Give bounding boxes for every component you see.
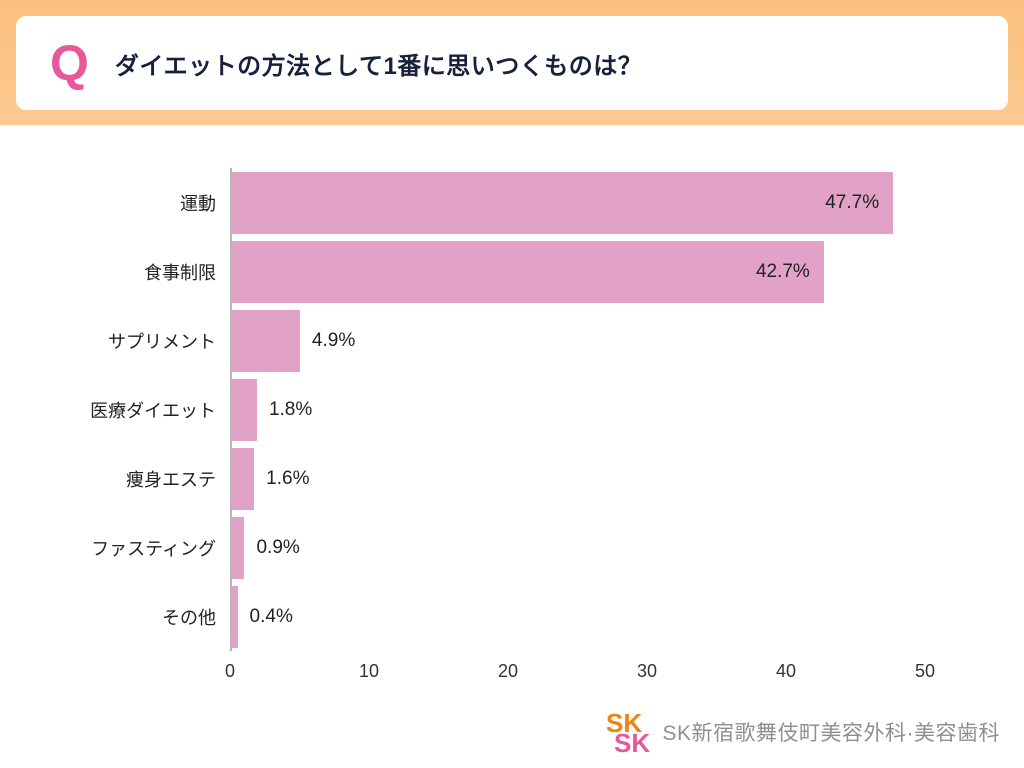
bar: 47.7%: [232, 171, 894, 234]
category-label: 運動: [180, 193, 216, 214]
bar-track: 42.7%: [230, 237, 925, 306]
bar: [232, 309, 300, 372]
svg-text:SK: SK: [614, 728, 650, 758]
chart-row: 痩身エステ 1.6%: [0, 444, 1024, 513]
x-tick-label: 30: [636, 661, 658, 681]
x-tick-label: 40: [775, 661, 797, 681]
question-title: ダイエットの方法として1番に思いつくものは？: [114, 52, 643, 80]
bar-track: 1.6%: [230, 444, 925, 513]
clinic-logo: SK SK SK新宿歌舞伎町美容外科·美容歯科: [604, 706, 1000, 758]
clinic-name: SK新宿歌舞伎町美容外科·美容歯科: [662, 722, 1000, 745]
sk-logo-icon: SK SK: [606, 708, 650, 758]
bar-track: 1.8%: [230, 375, 925, 444]
category-label: サプリメント: [108, 331, 216, 352]
value-label: 42.7%: [755, 260, 810, 282]
category-label: その他: [162, 607, 216, 628]
chart-row: 医療ダイエット 1.8%: [0, 375, 1024, 444]
x-tick-label: 20: [497, 661, 519, 681]
bar-track: 4.9%: [230, 306, 925, 375]
bar: [232, 585, 238, 648]
category-label: 医療ダイエット: [90, 400, 216, 421]
q-mark: Q: [50, 35, 89, 91]
chart-row: 運動 47.7%: [0, 168, 1024, 237]
chart-row: ファスティング 0.9%: [0, 513, 1024, 582]
bar: [232, 378, 257, 441]
value-label: 4.9%: [311, 329, 356, 351]
bar: [232, 447, 255, 510]
category-label: 食事制限: [144, 262, 216, 283]
chart-row: 食事制限 42.7%: [0, 237, 1024, 306]
x-tick-label: 50: [914, 661, 936, 681]
bar-track: 0.9%: [230, 513, 925, 582]
value-label: 0.4%: [249, 605, 293, 627]
question-header-card: Q ダイエットの方法として1番に思いつくものは？: [16, 16, 1008, 110]
svg-text:SK: SK: [606, 708, 642, 738]
category-label: ファスティング: [91, 538, 216, 559]
bar: [232, 516, 245, 579]
bar-track: 47.7%: [230, 168, 925, 237]
x-tick-label: 0: [224, 661, 236, 681]
x-axis: 0 10 20 30 40 50: [225, 651, 935, 685]
chart-row: サプリメント 4.9%: [0, 306, 1024, 375]
value-label: 1.8%: [268, 398, 313, 420]
bar-track: 0.4%: [230, 582, 925, 651]
value-label: 47.7%: [825, 191, 880, 213]
bar: 42.7%: [232, 240, 824, 303]
x-tick-label: 10: [358, 661, 380, 681]
chart-row: その他 0.4%: [0, 582, 1024, 651]
bar-chart: 運動 47.7% 食事制限 42.7% サプリメント 4.9% 医療ダイエット 1.8% 痩身エ…: [0, 168, 1024, 685]
category-label: 痩身エステ: [126, 469, 216, 490]
value-label: 0.9%: [256, 536, 300, 558]
chart-rows: 運動 47.7% 食事制限 42.7% サプリメント 4.9% 医療ダイエット 1.8% 痩身エ…: [0, 168, 1024, 651]
value-label: 1.6%: [266, 467, 310, 489]
